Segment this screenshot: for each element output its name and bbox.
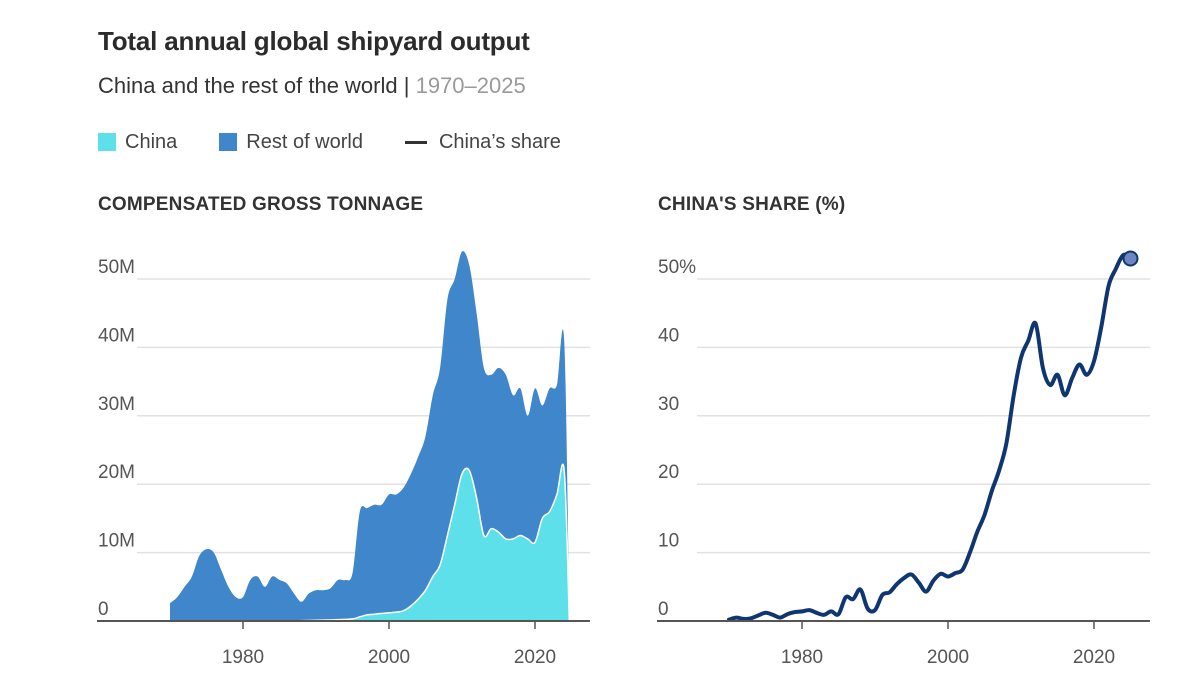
subtitle-text: China and the rest of the world | (98, 73, 410, 98)
china-area (170, 463, 571, 622)
x-tick-label: 1980 (781, 647, 823, 668)
y-tick-label: 20M (98, 462, 135, 483)
subtitle-year-range: 1970–2025 (415, 73, 526, 98)
x-tick-label: 2020 (1073, 647, 1115, 668)
legend-item-china: China (98, 131, 177, 154)
legend-label-china-share: China’s share (438, 130, 561, 153)
y-tick-label: 40 (658, 325, 679, 346)
legend-item-china-share: China’s share (404, 130, 561, 154)
right-panel-title: CHINA'S SHARE (%) (658, 194, 846, 215)
x-tick-label: 2000 (368, 647, 410, 668)
x-tick-label: 1980 (222, 647, 264, 668)
y-tick-label: 30 (658, 394, 679, 415)
legend-item-rest-of-world: Rest of world (219, 131, 363, 154)
x-tick-label: 2000 (927, 647, 969, 668)
chart-title: Total annual global shipyard output (98, 26, 530, 56)
chart-subtitle: China and the rest of the world | 1970–2… (98, 73, 526, 99)
y-tick-label: 0 (98, 599, 109, 620)
y-tick-label: 0 (658, 599, 669, 620)
tonnage-chart: 0 10M 20M 30M 40M 50M 1980 2000 2020 (97, 251, 590, 668)
y-tick-label: 20 (658, 462, 679, 483)
china-share-line (727, 252, 1133, 622)
x-tick-label: 2020 (514, 647, 556, 668)
y-tick-label: 50M (98, 257, 135, 278)
share-chart: 0 10 20 30 40 50% 1980 2000 2020 (657, 250, 1150, 668)
legend-line-china-share (404, 140, 427, 144)
china-share-end-dot (1122, 250, 1139, 267)
y-tick-label: 10M (98, 531, 135, 552)
left-panel-title: COMPENSATED GROSS TONNAGE (98, 194, 424, 215)
y-tick-label: 10 (658, 531, 679, 552)
legend-label-china: China (125, 130, 178, 153)
legend: China Rest of world China’s share (98, 130, 603, 154)
y-tick-label: 40M (98, 325, 135, 346)
legend-swatch-rest-of-world (219, 133, 238, 151)
legend-label-rest-of-world: Rest of world (246, 130, 363, 153)
y-tick-label: 30M (98, 394, 135, 415)
y-tick-label: 50% (658, 257, 696, 278)
legend-swatch-china (98, 133, 116, 151)
